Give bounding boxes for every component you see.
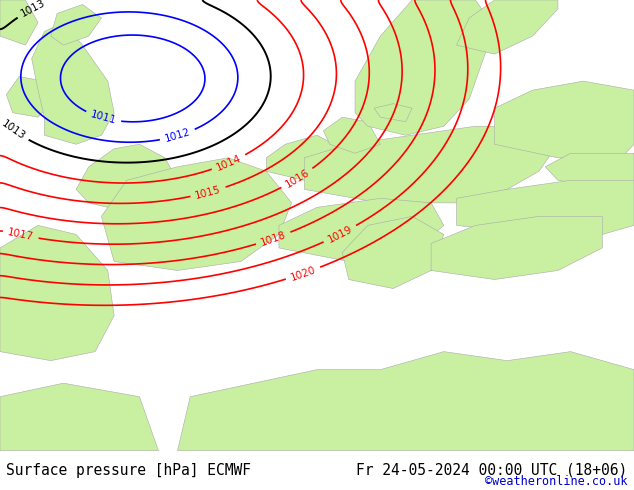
Text: ©weatheronline.co.uk: ©weatheronline.co.uk	[485, 475, 628, 488]
Polygon shape	[0, 383, 158, 451]
Text: 1020: 1020	[289, 265, 317, 282]
Text: Fr 24-05-2024 00:00 UTC (18+06): Fr 24-05-2024 00:00 UTC (18+06)	[356, 463, 628, 478]
Text: 1015: 1015	[194, 184, 222, 200]
Polygon shape	[266, 135, 342, 180]
Text: 1016: 1016	[283, 168, 311, 190]
Text: 1014: 1014	[215, 153, 243, 172]
Polygon shape	[342, 217, 444, 289]
Polygon shape	[0, 225, 114, 361]
Polygon shape	[279, 198, 444, 262]
Text: 1017: 1017	[7, 227, 35, 243]
Text: 1012: 1012	[164, 127, 191, 144]
Polygon shape	[355, 0, 495, 135]
Polygon shape	[32, 23, 114, 144]
Polygon shape	[323, 117, 380, 153]
Polygon shape	[0, 0, 38, 45]
Text: 1011: 1011	[89, 110, 117, 126]
Polygon shape	[178, 352, 634, 451]
Polygon shape	[456, 0, 558, 54]
Text: 1018: 1018	[259, 229, 287, 247]
Polygon shape	[304, 126, 558, 203]
Polygon shape	[545, 153, 634, 189]
Text: 1013: 1013	[0, 118, 27, 142]
Polygon shape	[495, 81, 634, 158]
Text: Surface pressure [hPa] ECMWF: Surface pressure [hPa] ECMWF	[6, 463, 251, 478]
Polygon shape	[6, 76, 51, 117]
Polygon shape	[374, 104, 412, 122]
Text: 1019: 1019	[326, 223, 354, 245]
Polygon shape	[51, 4, 101, 45]
Polygon shape	[431, 217, 602, 279]
Text: 1013: 1013	[20, 0, 48, 19]
Polygon shape	[456, 180, 634, 234]
Polygon shape	[76, 144, 178, 212]
Polygon shape	[101, 158, 292, 270]
